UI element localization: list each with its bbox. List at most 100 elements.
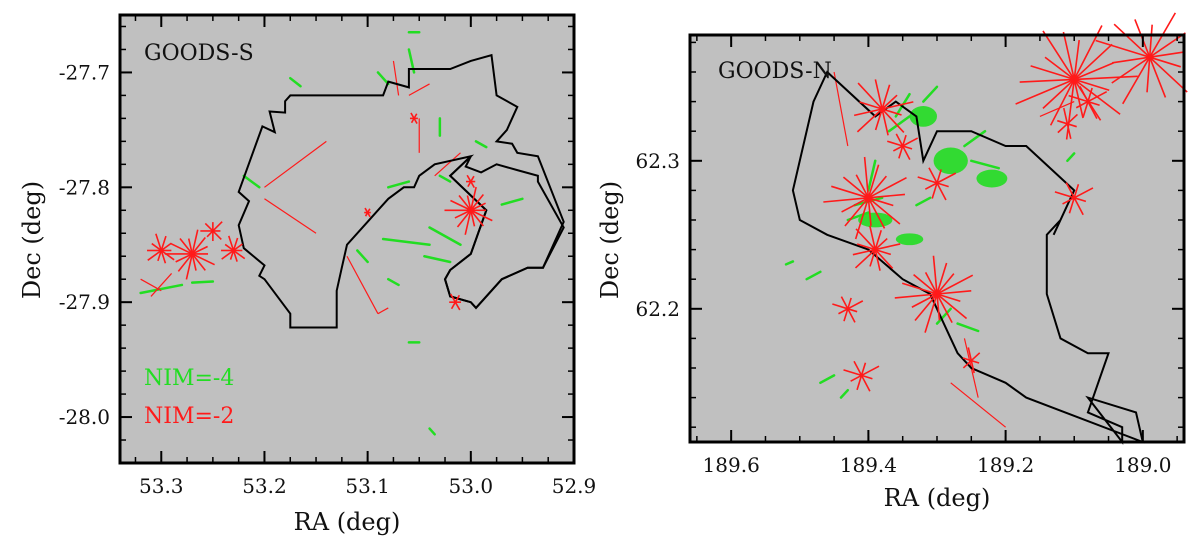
goods-s-nim-4-trail bbox=[474, 140, 488, 149]
goods-n-nim-2-star bbox=[1068, 86, 1108, 119]
goods-n-nim-4-trail bbox=[867, 159, 877, 192]
goods-n-panel: 189.6 189.4 189.2 189.0 62.3 62.2 GOODS-N RA … bbox=[596, 12, 1188, 512]
goods-n-nim-2-star bbox=[823, 156, 907, 240]
goods-s-nim-4-trail bbox=[242, 174, 261, 189]
goods-n-nim-2-trail bbox=[1039, 101, 1075, 117]
goods-s-ytick-label: -27.7 bbox=[59, 60, 110, 84]
goods-n-nim-4-trail bbox=[922, 85, 939, 103]
goods-n-xtick-label: 189.0 bbox=[1114, 453, 1171, 477]
goods-s-nim-2-star bbox=[164, 229, 215, 280]
goods-n-nim-2-star bbox=[887, 133, 919, 160]
goods-s-nim-2-star bbox=[147, 233, 175, 264]
goods-n-nim-4-trail bbox=[887, 115, 911, 133]
goods-n-ylabel: Dec (deg) bbox=[596, 181, 624, 299]
goods-n-nim-2-star bbox=[832, 296, 864, 323]
goods-s-nim-2-trail bbox=[346, 255, 379, 314]
goods-n-nim-2-star bbox=[853, 79, 914, 136]
goods-s-frame bbox=[118, 13, 576, 465]
goods-n-green-blob bbox=[909, 106, 937, 127]
goods-n-frame bbox=[688, 33, 1186, 444]
goods-s-xtick-label: 52.9 bbox=[552, 474, 597, 498]
goods-n-nim-4-trail bbox=[1066, 152, 1076, 163]
goods-n-nim-4-trail bbox=[819, 374, 836, 385]
goods-n-nim-2-star bbox=[843, 360, 880, 392]
goods-n-green-blob bbox=[895, 233, 924, 246]
goods-s-nim-2-star bbox=[449, 293, 462, 311]
goods-s-ylabel: Dec (deg) bbox=[18, 181, 46, 299]
goods-n-nim-4-trail bbox=[894, 92, 911, 118]
goods-s-nim-2-star bbox=[466, 174, 476, 188]
goods-n-footprint bbox=[791, 70, 1145, 445]
goods-n-green-blob bbox=[976, 169, 1008, 188]
goods-s-xlabel: RA (deg) bbox=[294, 508, 401, 536]
goods-s-nim-2-trail bbox=[150, 273, 173, 297]
goods-s-panel: 53.3 53.2 53.1 53.0 52.9 -27.7 -27.8 -27.9 -28.0… bbox=[18, 13, 597, 536]
goods-n-ytick-label: 62.3 bbox=[635, 149, 680, 173]
goods-n-xtick-label: 189.2 bbox=[977, 453, 1034, 477]
goods-s-ytick-label: -27.9 bbox=[59, 290, 110, 314]
goods-n-green-blob bbox=[933, 147, 968, 175]
goods-n-nim-2-star bbox=[917, 167, 957, 201]
goods-n-ytick-label: 62.2 bbox=[635, 297, 680, 321]
goods-s-ticks: 53.3 53.2 53.1 53.0 52.9 -27.7 -27.8 -27.9 -28.0 bbox=[59, 15, 597, 498]
goods-n-title: GOODS-N bbox=[718, 59, 832, 84]
goods-s-nim-2-star bbox=[409, 112, 418, 124]
goods-s-footprint-secondary bbox=[443, 155, 565, 310]
goods-s-nim-2-trail bbox=[408, 83, 430, 96]
goods-s-nim-2-trail bbox=[434, 152, 461, 177]
goods-s-title: GOODS-S bbox=[144, 41, 254, 66]
goods-n-green-blob bbox=[858, 212, 893, 228]
goods-n-marks bbox=[784, 12, 1188, 445]
goods-s-nim-4-trail bbox=[356, 249, 369, 264]
goods-n-nim-4-trail bbox=[970, 159, 1000, 170]
goods-s-nim-4-trail bbox=[387, 180, 411, 189]
goods-s-nim-2-trail bbox=[392, 60, 400, 96]
goods-s-nim-2-star bbox=[444, 186, 493, 235]
goods-s-xtick-label: 53.1 bbox=[345, 474, 390, 498]
goods-s-nim-4-trail bbox=[438, 174, 452, 183]
goods-s-nim-2-star bbox=[200, 221, 223, 242]
goods-n-nim-4-trail bbox=[935, 307, 952, 325]
goods-n-nim-4-trail bbox=[784, 260, 795, 266]
goods-n-nim-4-trail bbox=[805, 270, 822, 281]
goods-n-nim-4-trail bbox=[915, 196, 932, 207]
goods-n-nim-4-trail bbox=[956, 322, 980, 333]
goods-s-nim-4-trail bbox=[381, 237, 431, 246]
legend-nim-4: NIM=-4 bbox=[144, 366, 234, 391]
goods-n-nim-2-star bbox=[1057, 107, 1079, 139]
goods-n-nim-4-trail bbox=[839, 388, 850, 399]
goods-s-nim-4-trail bbox=[423, 254, 452, 264]
goods-n-nim-2-trail bbox=[833, 71, 849, 147]
goods-s-xtick-label: 53.0 bbox=[449, 474, 494, 498]
goods-s-nim-2-star bbox=[221, 235, 246, 262]
goods-s-marks bbox=[139, 30, 565, 436]
goods-n-nim-2-trail bbox=[950, 382, 1006, 428]
goods-s-nim-4-trail bbox=[387, 277, 400, 287]
goods-n-plot-area bbox=[690, 35, 1184, 442]
goods-s-nim-4-trail bbox=[190, 280, 215, 284]
goods-s-ytick-label: -28.0 bbox=[59, 405, 110, 429]
goods-s-nim-4-trail bbox=[289, 76, 302, 88]
goods-s-nim-2-trail bbox=[264, 198, 317, 234]
goods-s-nim-4-trail bbox=[428, 427, 436, 436]
goods-s-xtick-label: 53.3 bbox=[139, 474, 184, 498]
goods-s-xtick-label: 53.2 bbox=[242, 474, 287, 498]
goods-s-nim-2-trail bbox=[377, 307, 389, 315]
goods-n-xtick-label: 189.6 bbox=[703, 453, 760, 477]
goods-s-nim-2-trail bbox=[264, 140, 327, 188]
goods-n-nim-2-star bbox=[962, 347, 981, 374]
goods-s-nim-4-trail bbox=[376, 71, 390, 86]
goods-n-nim-2-star bbox=[852, 225, 901, 271]
goods-s-nim-4-trail bbox=[428, 226, 462, 246]
goods-n-xlabel: RA (deg) bbox=[884, 484, 991, 512]
goods-n-nim-2-star bbox=[1095, 12, 1188, 105]
goods-n-xtick-label: 189.4 bbox=[840, 453, 897, 477]
goods-s-nim-4-trail bbox=[139, 283, 184, 295]
goods-n-nim-2-star bbox=[1054, 182, 1094, 216]
goods-n-nim-2-star bbox=[894, 255, 974, 333]
goods-s-ytick-label: -27.8 bbox=[59, 175, 110, 199]
goods-s-nim-4-trail bbox=[500, 197, 524, 206]
goods-n-nim-4-trail bbox=[963, 129, 987, 148]
goods-s-nim-2-star bbox=[364, 207, 371, 218]
